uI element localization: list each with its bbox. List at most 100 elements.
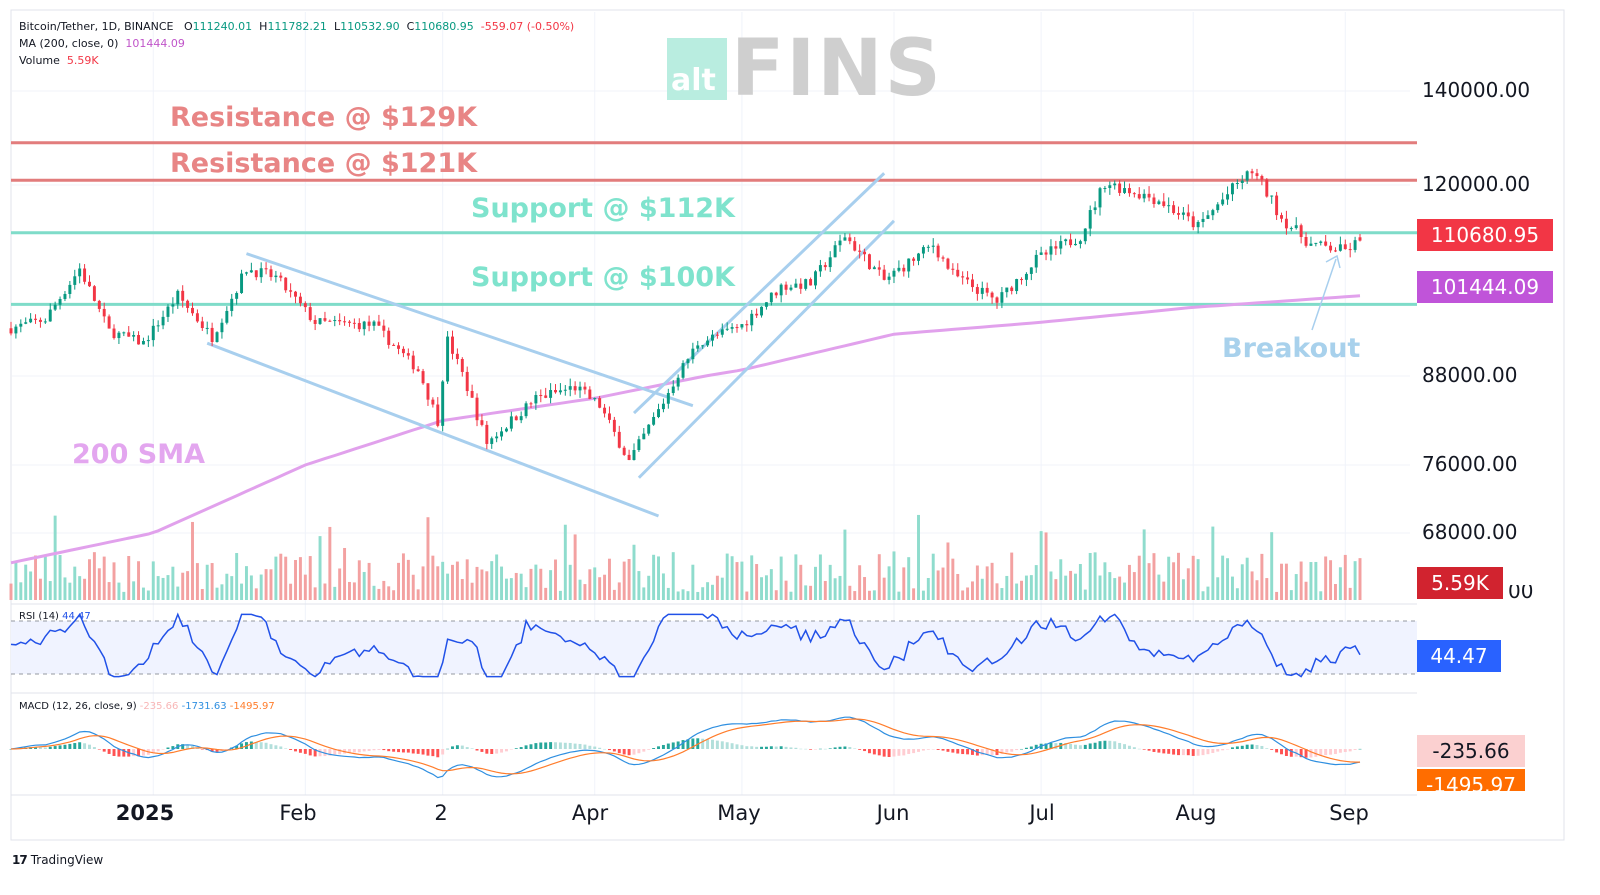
volume-bar	[622, 561, 626, 600]
candle-body	[661, 403, 665, 410]
x-tick: Feb	[279, 801, 317, 825]
volume-bar	[931, 553, 935, 600]
x-tick: 2	[434, 801, 448, 825]
macd-histogram-bar	[1191, 749, 1195, 756]
volume-bar	[495, 554, 499, 600]
macd-histogram-bar	[151, 749, 155, 753]
macd-histogram-bar	[171, 746, 175, 749]
volume-bar	[43, 554, 47, 600]
candle-body	[946, 258, 950, 269]
candle-body	[1167, 205, 1171, 207]
macd-histogram-bar	[568, 742, 572, 749]
volume-bar	[779, 556, 783, 600]
candle-body	[1162, 201, 1166, 206]
macd-histogram-bar	[701, 738, 705, 749]
macd-histogram-bar	[367, 749, 371, 751]
macd-histogram-bar	[529, 744, 533, 749]
macd-histogram-bar	[657, 746, 660, 749]
volume-bar	[966, 587, 970, 600]
volume-bar	[760, 577, 764, 600]
close-value: 110680.95	[414, 20, 474, 33]
macd-histogram-bar	[833, 747, 837, 749]
x-tick: Sep	[1329, 801, 1369, 825]
macd-histogram-bar	[519, 747, 523, 749]
macd-histogram-bar	[966, 749, 970, 755]
macd-histogram-bar	[583, 744, 587, 749]
volume-bar	[348, 581, 351, 600]
x-tick: Jun	[876, 801, 910, 825]
candle-body	[794, 283, 798, 288]
macd-histogram-bar	[652, 748, 656, 749]
volume-bar	[975, 565, 979, 600]
macd-histogram-bar	[1113, 741, 1117, 749]
volume-bar	[1338, 567, 1342, 600]
candle-body	[848, 237, 852, 242]
macd-histogram-bar	[774, 746, 778, 749]
macd-histogram-bar	[78, 742, 82, 749]
volume-bar	[676, 591, 680, 600]
macd-histogram-bar	[607, 749, 611, 751]
candle-body	[789, 287, 793, 290]
candle-body	[88, 281, 91, 287]
macd-histogram-bar	[338, 749, 342, 755]
candle-body	[485, 424, 489, 444]
candle-body	[1083, 228, 1087, 242]
x-tick: Jul	[1029, 801, 1055, 825]
candle-body	[588, 389, 592, 399]
macd-histogram-bar	[598, 747, 602, 749]
volume-bar	[524, 587, 528, 600]
volume-bar	[1334, 584, 1337, 600]
macd-histogram-bar	[1088, 743, 1092, 749]
volume-bar	[455, 561, 459, 600]
macd-histogram-bar	[308, 749, 312, 756]
candle-body	[269, 269, 273, 278]
candle-body	[1289, 228, 1293, 230]
volume-bar	[1098, 575, 1102, 600]
candle-body	[1211, 210, 1215, 216]
macd-histogram-bar	[642, 749, 646, 752]
candle-body	[465, 371, 469, 392]
macd-histogram-bar	[750, 746, 754, 749]
macd-histogram-bar	[1260, 745, 1264, 749]
candle-body	[877, 267, 881, 270]
macd-histogram-bar	[1353, 749, 1357, 750]
candle-body	[985, 287, 989, 293]
candle-body	[593, 398, 597, 400]
candle-body	[24, 322, 28, 324]
last-price-tag: 110680.95	[1417, 219, 1553, 251]
candle-body	[78, 268, 82, 277]
volume-bar	[897, 591, 901, 600]
volume-bar	[617, 582, 621, 600]
candle-body	[867, 254, 871, 270]
volume-bar	[1083, 589, 1087, 600]
candle-body	[377, 321, 381, 326]
macd-histogram-bar	[284, 748, 288, 749]
candle-body	[647, 424, 651, 434]
volume-bar	[1029, 575, 1033, 600]
macd-histogram-bar	[931, 749, 935, 750]
candle-body	[799, 283, 803, 289]
macd-histogram-bar	[132, 749, 136, 757]
volume-bar	[843, 529, 847, 600]
macd-histogram-bar	[1309, 749, 1313, 758]
macd-histogram-bar	[156, 749, 160, 752]
macd-histogram-bar	[1255, 744, 1259, 749]
volume-bar	[1304, 581, 1308, 600]
annotation-support-100k: Support @ $100K	[471, 262, 735, 293]
candle-body	[809, 279, 813, 286]
volume-bar	[377, 588, 381, 600]
candle-body	[1319, 241, 1323, 243]
macd-histogram-bar	[632, 749, 636, 755]
candle-body	[1309, 243, 1313, 246]
candle-body	[941, 257, 945, 259]
volume-bar	[48, 581, 52, 600]
macd-histogram-bar	[372, 749, 376, 751]
macd-line-legend: -1731.63	[181, 701, 227, 712]
candle-body	[205, 327, 209, 329]
tradingview-logo[interactable]: 17 TradingView	[12, 853, 104, 867]
volume-bar	[264, 569, 268, 600]
volume-bar	[446, 573, 450, 600]
volume-bar	[607, 558, 611, 600]
macd-histogram-bar	[426, 749, 430, 756]
volume-bar	[867, 590, 871, 600]
